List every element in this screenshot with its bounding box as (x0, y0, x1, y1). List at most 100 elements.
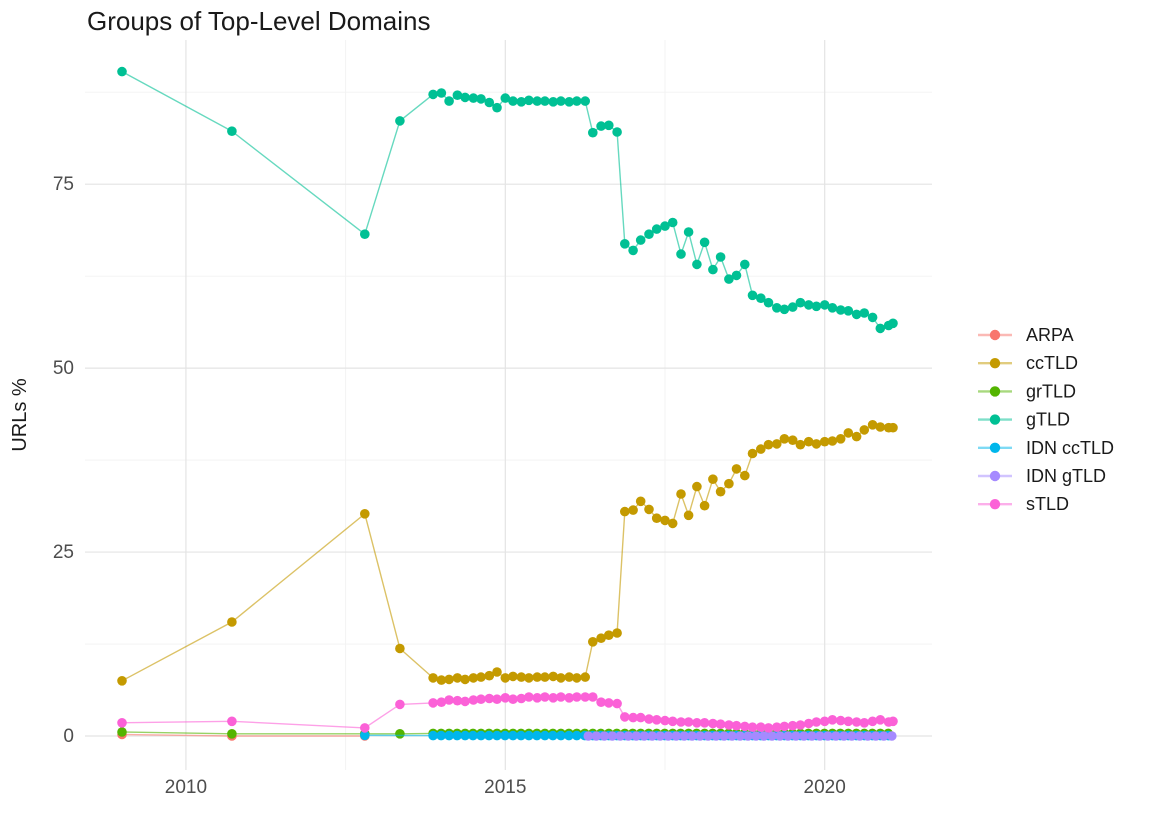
data-point-stld (620, 712, 630, 722)
data-point-stld (588, 692, 598, 702)
data-point-stld (756, 722, 766, 732)
y-tick-label: 75 (53, 174, 74, 195)
legend: ARPA ccTLD grTLD gTLD IDN ccTLD IDN gTLD sTLD (978, 325, 1114, 514)
legend-item-idn-cctld: IDN ccTLD (978, 438, 1114, 458)
data-point-cctld (795, 439, 806, 450)
data-point-stld (444, 695, 454, 705)
data-point-stld (508, 694, 518, 704)
data-point-idn-cctld (524, 730, 534, 741)
data-point-cctld (635, 496, 646, 507)
data-point-idn-cctld (532, 730, 542, 741)
data-point-cctld (683, 510, 694, 521)
data-point-cctld (731, 464, 742, 474)
data-point-stld (715, 719, 726, 729)
data-point-gtld (683, 227, 694, 237)
y-axis-title: URLs % (9, 378, 31, 452)
data-point-stld (428, 698, 438, 708)
data-point-idn-gtld (847, 731, 857, 741)
data-point-cctld (620, 506, 630, 517)
data-point-gtld (779, 304, 790, 315)
data-point-gtld (747, 290, 758, 301)
data-point-stld (604, 698, 614, 708)
data-point-gtld (843, 306, 854, 316)
data-point-idn-cctld (540, 730, 550, 741)
data-point-gtld (835, 305, 846, 315)
data-point-stld (683, 717, 694, 727)
data-point-stld (532, 693, 542, 703)
data-point-gtld (540, 96, 550, 106)
data-point-gtld (819, 300, 830, 310)
series-layer (117, 66, 898, 741)
legend-item-label: IDN ccTLD (1026, 438, 1114, 458)
data-point-idn-gtld (863, 731, 873, 741)
data-point-stld (360, 723, 370, 733)
legend-item-gtld: gTLD (978, 410, 1070, 430)
data-point-cctld (596, 633, 606, 643)
legend-key-dot (989, 470, 1001, 482)
data-point-idn-cctld (444, 730, 454, 741)
data-point-stld (676, 717, 686, 727)
data-point-cctld (468, 673, 479, 683)
data-point-idn-gtld (695, 731, 705, 741)
data-point-stld (803, 718, 814, 729)
y-tick-label: 0 (63, 726, 74, 747)
series-idn-gtld (583, 731, 897, 741)
data-point-stld (740, 721, 750, 732)
data-point-gtld (620, 239, 630, 249)
legend-key-dot (989, 499, 1001, 510)
data-point-stld (724, 720, 734, 730)
data-point-cctld (660, 515, 670, 526)
data-point-idn-gtld (783, 731, 793, 741)
data-point-cctld (699, 500, 710, 511)
data-point-gtld (772, 303, 782, 313)
y-tick-label: 25 (53, 542, 74, 563)
data-point-cctld (532, 672, 542, 682)
data-point-cctld (651, 513, 662, 523)
data-point-cctld (724, 478, 734, 489)
data-point-gtld (635, 235, 646, 245)
data-point-gtld (651, 224, 662, 234)
data-point-stld (596, 697, 606, 707)
data-point-gtld (516, 97, 527, 107)
legend-item-label: grTLD (1026, 381, 1076, 401)
y-tick-label: 50 (53, 358, 74, 379)
data-point-cctld (572, 673, 582, 683)
data-point-gtld (580, 96, 590, 106)
data-point-cctld (564, 672, 574, 682)
data-point-idn-gtld (727, 731, 737, 741)
data-point-cctld (851, 431, 862, 442)
data-point-idn-cctld (468, 730, 478, 741)
data-point-idn-gtld (639, 731, 649, 741)
data-point-stld (731, 720, 742, 731)
data-point-gtld (117, 66, 127, 77)
data-point-stld (492, 694, 502, 704)
legend-item-grtld: grTLD (978, 381, 1076, 401)
data-point-idn-cctld (476, 730, 486, 741)
data-point-idn-gtld (871, 731, 881, 741)
data-point-idn-cctld (484, 730, 494, 741)
data-point-gtld (859, 308, 870, 318)
data-point-gtld (604, 120, 614, 131)
data-point-gtld (227, 126, 237, 136)
data-point-stld (628, 712, 638, 723)
data-point-cctld (444, 674, 454, 685)
data-point-gtld (500, 93, 511, 103)
data-point-cctld (360, 509, 370, 519)
data-point-idn-gtld (879, 731, 889, 741)
x-tick-label: 2015 (484, 777, 526, 798)
data-point-stld (644, 714, 654, 724)
data-point-gtld (811, 301, 822, 312)
legend-item-arpa: ARPA (978, 325, 1074, 345)
plot-title: Groups of Top-Level Domains (87, 6, 430, 36)
data-point-idn-gtld (839, 731, 849, 741)
data-point-idn-gtld (655, 731, 665, 741)
data-point-idn-gtld (599, 731, 610, 741)
data-point-gtld (756, 293, 766, 304)
data-point-gtld (476, 94, 486, 104)
data-point-cctld (708, 474, 718, 485)
data-point-cctld (548, 671, 558, 682)
data-point-stld (612, 698, 622, 709)
data-point-gtld (888, 318, 898, 329)
data-point-gtld (867, 312, 878, 323)
legend-key-dot (989, 414, 1001, 425)
